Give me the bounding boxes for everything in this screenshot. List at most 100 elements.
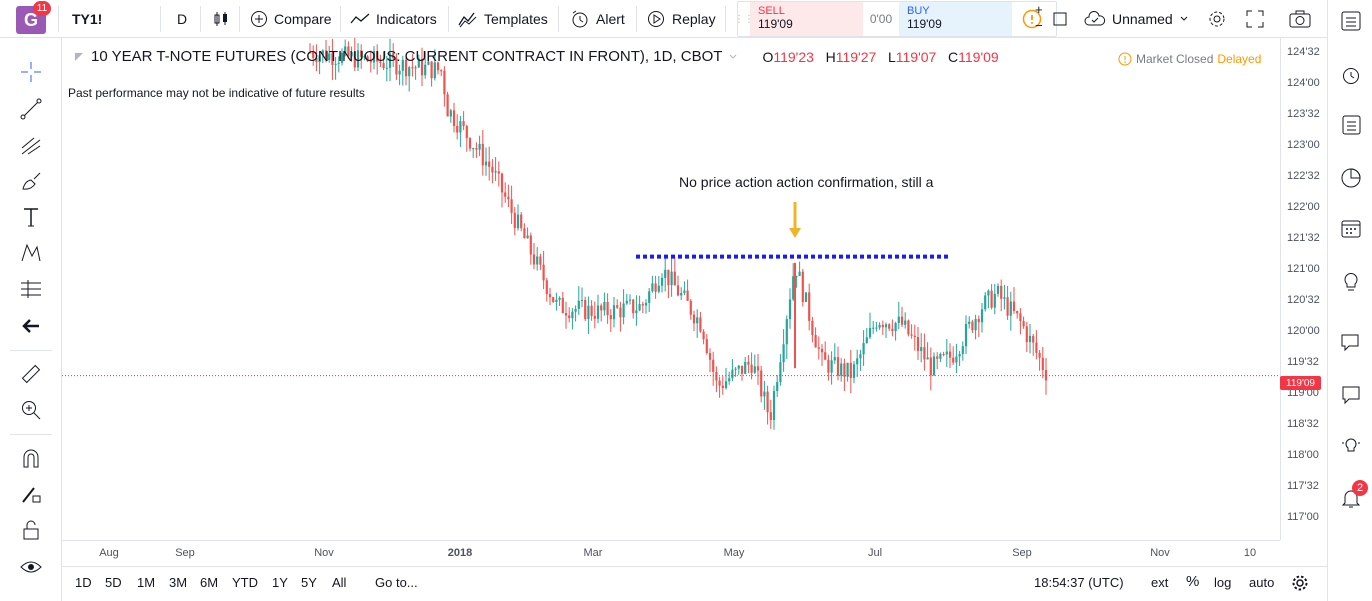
ideas-button[interactable] — [1338, 268, 1364, 294]
settings-button[interactable] — [1207, 0, 1227, 38]
price-axis-label: 121'32 — [1287, 232, 1320, 244]
range-button-all[interactable]: All — [332, 575, 347, 590]
time-axis[interactable]: Aug Sep Nov 2018 Mar May Jul Sep Nov 10 — [62, 540, 1280, 564]
hotlist-button[interactable] — [1338, 165, 1364, 191]
visibility-tool[interactable] — [19, 555, 43, 579]
candle-body — [456, 125, 459, 133]
candle-body — [497, 171, 500, 174]
candle-body — [484, 161, 488, 166]
price-axis[interactable]: 124'32 124'00 123'32 123'00 122'32 122'00 121'… — [1280, 38, 1327, 540]
candle-body — [542, 264, 545, 281]
sell-button[interactable]: SELL 119'09 — [750, 2, 863, 36]
range-button-3m[interactable]: 3M — [169, 575, 188, 590]
log-toggle[interactable]: log — [1214, 575, 1232, 590]
candle-body — [766, 391, 769, 413]
trend-line-tool[interactable] — [19, 97, 43, 121]
candle-body — [795, 275, 798, 277]
price-axis-label: 122'32 — [1287, 170, 1320, 182]
percent-toggle[interactable]: % — [1186, 573, 1200, 590]
range-button-5d[interactable]: 5D — [105, 575, 122, 590]
goto-button[interactable]: Go to... — [375, 575, 418, 590]
pitchfork-tool[interactable] — [19, 133, 43, 157]
alert-label: Alert — [596, 11, 625, 27]
candle-body — [705, 339, 708, 354]
range-button-5y[interactable]: 5Y — [301, 575, 317, 590]
candle-body — [776, 382, 779, 392]
candle-body — [724, 381, 728, 388]
stay-drawing-tool[interactable] — [19, 482, 43, 506]
templates-button[interactable]: Templates — [458, 0, 548, 38]
watchlist-button[interactable] — [1338, 8, 1364, 34]
lock-tool[interactable] — [19, 518, 43, 542]
candle-body — [1000, 285, 1003, 299]
candle-body — [900, 316, 904, 325]
candle-body — [699, 317, 702, 332]
replay-button[interactable]: Replay — [646, 0, 716, 38]
candle-body — [884, 324, 888, 328]
price-chart[interactable] — [62, 38, 1280, 540]
crosshair-tool[interactable] — [19, 60, 43, 84]
brush-tool[interactable] — [19, 169, 43, 193]
ruler-icon — [21, 364, 41, 384]
chart-pane[interactable] — [62, 38, 1280, 540]
replay-label: Replay — [672, 11, 716, 27]
interval-button[interactable]: D — [177, 0, 187, 38]
info-button[interactable] — [1012, 2, 1052, 36]
tips-button[interactable] — [1338, 432, 1364, 458]
calendar-button[interactable] — [1338, 215, 1364, 241]
candle-body — [664, 269, 667, 278]
buy-button[interactable]: BUY 119'09 — [899, 2, 1012, 36]
collapse-triangle-icon[interactable] — [73, 51, 85, 63]
data-window-button[interactable] — [1338, 112, 1364, 138]
zoom-in-button[interactable]: + — [1035, 2, 1043, 17]
compare-button[interactable]: Compare — [250, 0, 332, 38]
gear-icon[interactable] — [1291, 574, 1309, 592]
candle-body — [360, 50, 363, 57]
indicators-button[interactable]: Indicators — [350, 0, 437, 38]
utc-clock[interactable]: 18:54:37 (UTC) — [1034, 575, 1124, 590]
range-button-1d[interactable]: 1D — [75, 575, 92, 590]
save-layout-button[interactable]: Unnamed — [1084, 0, 1189, 38]
pattern-tool[interactable] — [19, 241, 43, 265]
symbol-search[interactable]: TY1! — [72, 0, 102, 38]
candle-body — [868, 327, 872, 338]
chart-style-button[interactable] — [212, 0, 230, 38]
auto-toggle[interactable]: auto — [1249, 575, 1275, 590]
range-button-6m[interactable]: 6M — [200, 575, 219, 590]
chat-icon — [1341, 334, 1359, 352]
market-status[interactable]: Market Closed Delayed — [1118, 52, 1261, 66]
chart-annotation[interactable]: No price action action confirmation, sti… — [679, 174, 934, 190]
interval-label: D — [177, 11, 188, 27]
series-title: 10 YEAR T-NOTE FUTURES (CONTINUOUS: CURR… — [91, 48, 723, 65]
fullscreen-button[interactable] — [1246, 0, 1264, 38]
chevron-down-icon[interactable] — [728, 52, 738, 62]
candle-body — [801, 271, 804, 302]
zoom-tool[interactable] — [19, 398, 43, 422]
range-button-1y[interactable]: 1Y — [272, 575, 288, 590]
ext-toggle[interactable]: ext — [1151, 575, 1169, 590]
chats-button[interactable] — [1338, 330, 1364, 356]
trading-panel: ⋮⋮ SELL 119'09 0'00 BUY 119'09 — [734, 1, 1057, 37]
measure-tool[interactable] — [19, 362, 43, 386]
candle-body — [472, 148, 475, 150]
zoom-out-button[interactable]: − — [1035, 18, 1043, 33]
annotation-arrow-head[interactable] — [789, 228, 801, 238]
candle-body — [350, 51, 353, 57]
candle-body — [753, 366, 756, 373]
range-button-1m[interactable]: 1M — [137, 575, 156, 590]
snapshot-button[interactable] — [1289, 0, 1311, 38]
prediction-tool[interactable] — [19, 277, 43, 301]
zoom-in-icon — [22, 401, 41, 420]
candle-body — [1012, 301, 1016, 312]
text-tool[interactable] — [19, 205, 43, 229]
candle-body — [856, 358, 859, 365]
range-button-ytd[interactable]: YTD — [232, 575, 258, 590]
magnet-tool[interactable] — [19, 446, 43, 470]
back-arrow-tool[interactable] — [19, 314, 43, 338]
layout-button[interactable] — [1053, 0, 1067, 38]
candle-body — [1003, 297, 1006, 299]
alerts-button[interactable] — [1338, 62, 1364, 88]
alert-button[interactable]: Alert — [570, 0, 625, 38]
drag-handle-icon[interactable]: ⋮⋮ — [734, 13, 754, 25]
streams-button[interactable] — [1338, 382, 1364, 408]
